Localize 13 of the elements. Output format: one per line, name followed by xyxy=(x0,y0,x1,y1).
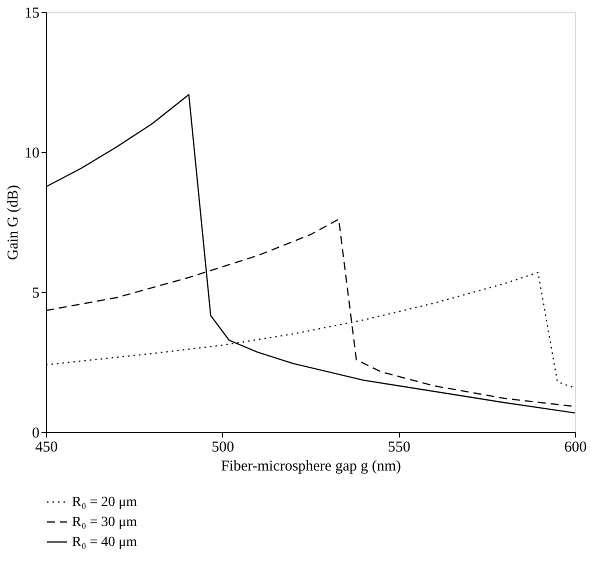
y-tick-label: 10 xyxy=(24,146,40,162)
legend-label: R₀ = 40 μm xyxy=(72,535,138,550)
y-axis-title: Gain G (dB) xyxy=(6,185,22,260)
x-tick-label: 600 xyxy=(564,440,587,456)
y-tick-label: 15 xyxy=(24,6,40,22)
x-tick-label: 550 xyxy=(388,440,410,456)
legend-label: R₀ = 20 μm xyxy=(72,495,138,510)
y-tick-label: 5 xyxy=(32,286,40,302)
x-tick-label: 450 xyxy=(35,440,58,456)
legend-label: R₀ = 30 μm xyxy=(72,515,138,530)
x-tick-label: 500 xyxy=(212,440,234,456)
x-axis-title: Fiber-microsphere gap g (nm) xyxy=(220,458,402,474)
y-tick-label: 0 xyxy=(32,426,40,442)
